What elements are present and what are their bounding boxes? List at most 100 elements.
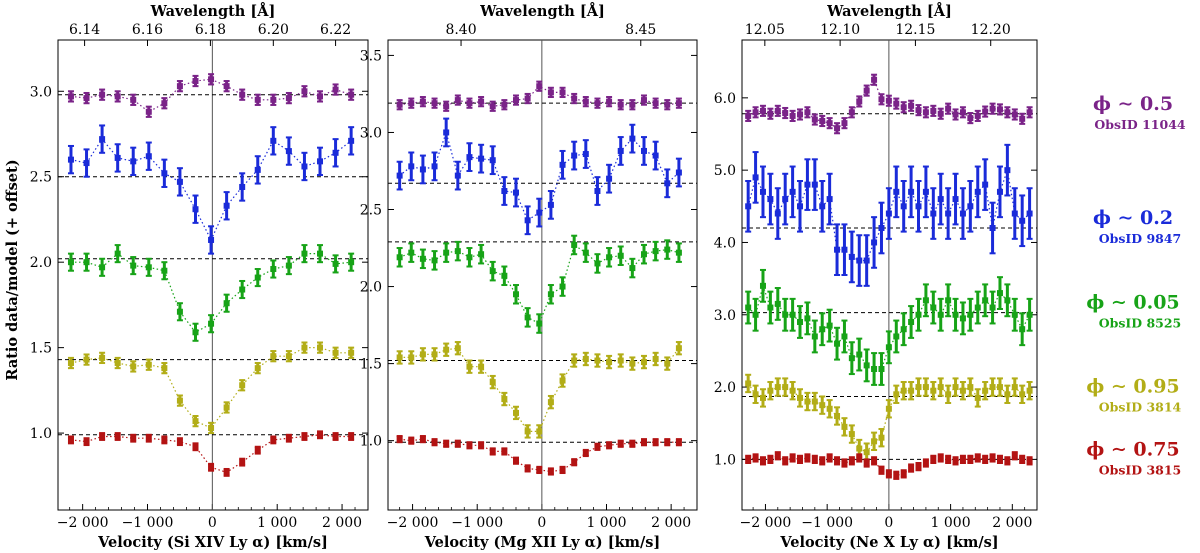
series-purple [742,73,1037,135]
data-point [489,103,496,110]
data-point [856,257,863,264]
data-point [752,174,759,181]
data-point [254,96,261,103]
data-point [419,255,426,262]
data-point [856,454,863,461]
data-point [930,456,937,463]
data-point [317,158,324,165]
data-point [536,209,543,216]
y-axis-label: Ratio data/model (+ offset) [4,159,21,380]
data-point [408,163,415,170]
data-point [145,108,152,115]
data-point [752,391,759,398]
top-tick-label: 6.20 [258,22,289,38]
data-point [871,438,878,445]
data-point [841,246,848,253]
data-point [1011,111,1018,118]
data-point [478,442,485,449]
data-point [83,160,90,167]
data-point [99,354,106,361]
data-point [797,456,804,463]
data-point [989,105,996,112]
data-point [512,189,519,196]
data-point [208,464,215,471]
data-point [571,459,578,466]
data-point [466,100,473,107]
data-point [408,100,415,107]
x-tick-label: −2 000 [57,515,109,531]
data-point [239,183,246,190]
data-point [640,147,647,154]
data-point [67,93,74,100]
data-point [270,96,277,103]
data-point [789,112,796,119]
x-tick-label: 1 000 [931,515,971,531]
data-point [767,456,774,463]
data-point [989,384,996,391]
data-point [652,248,659,255]
data-point [782,457,789,464]
data-point [871,457,878,464]
data-point [254,274,261,281]
data-point [489,268,496,275]
data-point [878,96,885,103]
data-point [408,354,415,361]
data-point [1004,167,1011,174]
data-point [989,304,996,311]
data-point [239,459,246,466]
data-point [431,100,438,107]
data-point [959,109,966,116]
data-point [582,98,589,105]
data-point [856,445,863,452]
data-point [571,152,578,159]
data-point [431,257,438,264]
data-point [819,203,826,210]
data-point [67,436,74,443]
data-point [1026,457,1033,464]
data-point [114,433,121,440]
data-point [1004,297,1011,304]
top-tick-label: 12.20 [971,22,1011,38]
data-point [431,439,438,446]
data-point [629,265,636,272]
data-point [908,319,915,325]
data-point [332,86,339,93]
data-point [332,149,339,156]
series-green [58,244,368,342]
data-point [501,188,508,195]
legend-obsid: ObsID 3815 [1099,462,1182,477]
data-point [571,95,578,102]
data-point [959,387,966,394]
data-point [431,163,438,170]
data-point [789,387,796,394]
data-point [996,384,1003,391]
chart-panel-2: −2 000 −1 000 0 1 000 2 000 8.40 8.45 Wavelengt… [360,2,698,551]
data-point [317,431,324,438]
top-axis-label: Wavelength [Å] [479,2,605,20]
data-point [767,387,774,394]
x-tick-label: 0 [884,515,893,531]
data-point [893,188,900,195]
data-point [848,431,855,438]
data-point [782,196,789,203]
data-point [967,115,974,122]
top-tick-label: 8.40 [445,22,476,38]
x-tick-label: −2 000 [740,515,792,531]
x-tick-label: 1 000 [586,515,626,531]
y-tick-label: 5.0 [714,163,736,179]
data-point [797,319,804,325]
data-point [900,203,907,210]
data-point [900,470,907,477]
data-point [789,188,796,195]
data-point [915,384,922,391]
data-point [99,433,106,440]
series-purple [388,80,697,112]
data-point [176,83,183,90]
data-point [431,351,438,358]
data-point [443,103,450,110]
data-point [982,297,989,304]
data-point [606,175,613,182]
data-point [571,357,578,364]
data-point [559,283,566,290]
data-point [239,286,246,293]
